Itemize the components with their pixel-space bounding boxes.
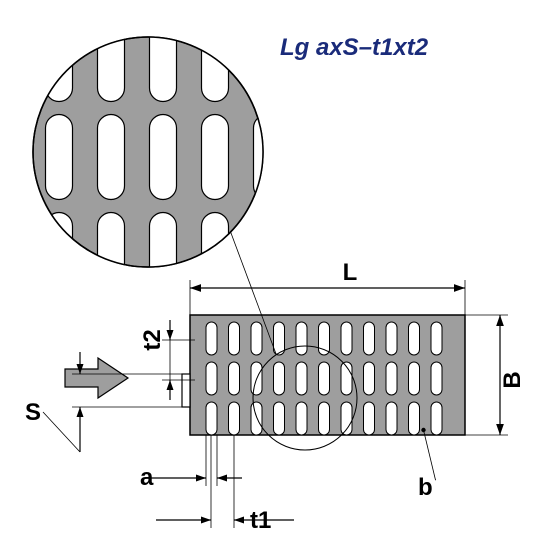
sheet-slot <box>229 322 240 355</box>
sheet-slot <box>296 322 307 355</box>
magnifier-slot <box>46 115 73 200</box>
sheet-slot <box>431 322 442 355</box>
sheet-slot <box>409 402 420 435</box>
sheet-slot <box>409 362 420 395</box>
sheet-slot <box>274 402 285 435</box>
dim-label-b: b <box>418 474 433 501</box>
sheet-slot <box>251 402 262 435</box>
magnifier-slot <box>0 311 21 396</box>
magnifier-slot <box>202 213 229 298</box>
magnifier-slot <box>254 213 281 298</box>
dim-label-t1: t1 <box>250 507 271 534</box>
dim-label-S: S <box>25 399 41 426</box>
sheet-slot <box>364 362 375 395</box>
title-text: Lg axS–t1xt2 <box>280 34 429 61</box>
magnifier-slot <box>306 0 333 4</box>
magnifier-slot <box>98 0 125 4</box>
magnifier-slot <box>0 17 21 102</box>
sheet-slot <box>386 322 397 355</box>
sheet-slot <box>386 402 397 435</box>
magnifier-slot <box>254 17 281 102</box>
magnifier-slot <box>150 115 177 200</box>
sheet-slot <box>341 322 352 355</box>
sheet-slot <box>229 402 240 435</box>
magnifier-slot <box>46 17 73 102</box>
magnifier-slot <box>150 213 177 298</box>
sheet-slot <box>206 322 217 355</box>
sheet-slot <box>319 402 330 435</box>
sheet-slot <box>274 322 285 355</box>
dim-label-L: L <box>343 259 358 286</box>
sheet-slot <box>364 402 375 435</box>
sheet-slot <box>274 362 285 395</box>
sheet-slot <box>206 402 217 435</box>
sheet-slot <box>364 322 375 355</box>
dim-label-B: B <box>499 371 526 388</box>
sheet-slot <box>386 362 397 395</box>
direction-arrow <box>65 358 128 398</box>
magnifier-slot <box>202 0 229 4</box>
magnifier-slot <box>98 115 125 200</box>
magnifier-slot <box>306 115 333 200</box>
magnifier-slot <box>98 17 125 102</box>
sheet-slot <box>251 322 262 355</box>
sheet-thickness-edge <box>182 374 190 407</box>
sheet-slot <box>431 402 442 435</box>
sheet-slot <box>409 322 420 355</box>
sheet-slot <box>319 362 330 395</box>
dim-label-a: a <box>140 464 154 491</box>
magnifier-slot <box>150 311 177 396</box>
magnifier-slot <box>306 213 333 298</box>
magnifier-slot <box>46 0 73 4</box>
magnifier-slot <box>202 115 229 200</box>
magnifier-slot <box>98 213 125 298</box>
sheet-slot <box>206 362 217 395</box>
magnifier-slot <box>150 0 177 4</box>
magnifier-slot <box>0 0 21 4</box>
sheet-slot <box>229 362 240 395</box>
sheet-slot <box>296 402 307 435</box>
magnifier-slot <box>0 115 21 200</box>
magnifier-slot <box>0 213 21 298</box>
magnifier-slot <box>254 0 281 4</box>
sheet-slot <box>296 362 307 395</box>
dim-label-t2: t2 <box>139 329 166 350</box>
sheet-slot <box>431 362 442 395</box>
magnifier-slot <box>150 17 177 102</box>
